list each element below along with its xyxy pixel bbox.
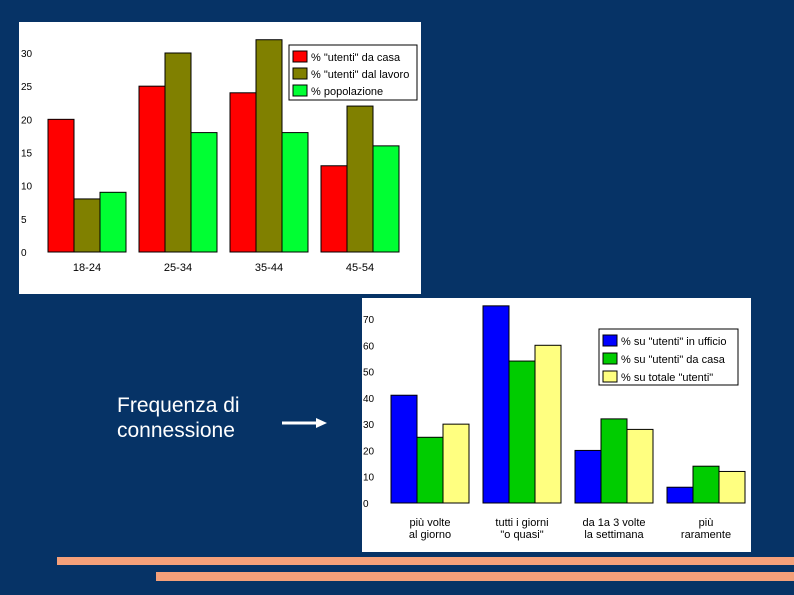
y-tick-label: 30 — [363, 420, 375, 431]
legend-box — [598, 328, 739, 386]
y-tick-label: 10 — [363, 473, 375, 484]
caption: Frequenza di connessione — [117, 393, 240, 443]
accent-line-top — [57, 557, 794, 565]
bar — [574, 449, 602, 504]
x-tick-label: "o quasi" — [500, 529, 543, 541]
y-tick-label: 5 — [21, 215, 27, 226]
arrow-right-icon — [282, 418, 327, 428]
bar — [666, 486, 694, 504]
x-tick-label: 18-24 — [73, 262, 101, 274]
bar — [346, 105, 374, 253]
y-tick-label: 0 — [21, 248, 27, 259]
bar — [320, 165, 348, 253]
y-tick-label: 20 — [363, 446, 375, 457]
y-tick-label: 70 — [363, 315, 375, 326]
bar — [692, 465, 720, 504]
bar — [255, 39, 283, 253]
bar — [442, 423, 470, 504]
bar — [390, 394, 418, 504]
y-tick-label: 0 — [363, 499, 369, 510]
y-tick-label: 25 — [21, 82, 33, 93]
accent-line-bottom — [156, 572, 794, 581]
bar — [190, 132, 218, 253]
x-tick-label: più — [699, 517, 714, 529]
bar — [416, 436, 444, 504]
bar — [718, 470, 746, 504]
y-tick-label: 40 — [363, 394, 375, 405]
legend-label: % "utenti" da casa — [311, 52, 401, 64]
y-tick-label: 60 — [363, 341, 375, 352]
x-tick-label: la settimana — [584, 529, 644, 541]
legend-label: % su "utenti" in ufficio — [621, 336, 726, 348]
y-tick-label: 20 — [21, 115, 33, 126]
chart-connection-frequency: 0 10 20 30 40 50 60 70 più volte al giorno tutti i… — [362, 298, 751, 552]
legend-box — [288, 44, 418, 101]
bar — [281, 132, 309, 253]
bar — [164, 52, 192, 253]
x-tick-label: da 1a 3 volte — [583, 517, 646, 529]
x-tick-label: più volte — [410, 517, 451, 529]
bar — [372, 145, 400, 253]
x-tick-label: 35-44 — [255, 262, 283, 274]
legend-label: % su "utenti" da casa — [621, 354, 726, 366]
bar — [47, 118, 75, 253]
bar — [600, 418, 628, 504]
bar — [482, 305, 510, 504]
bar — [508, 360, 536, 504]
x-tick-label: raramente — [681, 529, 731, 541]
bar — [138, 85, 166, 253]
bar — [534, 344, 562, 504]
legend-swatch — [602, 352, 618, 365]
bar — [99, 191, 127, 253]
legend-label: % su totale "utenti" — [621, 372, 713, 384]
x-tick-label: 45-54 — [346, 262, 374, 274]
bar — [73, 198, 101, 253]
y-tick-label: 50 — [363, 368, 375, 379]
bar — [229, 92, 257, 253]
x-tick-label: 25-34 — [164, 262, 192, 274]
legend-swatch — [292, 84, 308, 97]
legend-swatch — [602, 334, 618, 347]
legend-swatch — [292, 67, 308, 80]
bar — [626, 428, 654, 504]
legend-swatch — [292, 50, 308, 63]
x-tick-label: al giorno — [409, 529, 451, 541]
legend-swatch — [602, 370, 618, 383]
y-tick-label: 10 — [21, 182, 33, 193]
caption-line-2: connessione — [117, 419, 235, 442]
x-tick-label: tutti i giorni — [495, 517, 548, 529]
legend-label: % popolazione — [311, 86, 383, 98]
legend-label: % "utenti" dal lavoro — [311, 69, 409, 81]
caption-line-1: Frequenza di — [117, 394, 240, 417]
chart-age-groups: 0 5 10 15 20 25 30 18-24 25-34 35-44 45-54 % "utent… — [19, 22, 421, 294]
chart-age-groups-svg: 0 5 10 15 20 25 30 18-24 25-34 35-44 45-54 % "utent… — [21, 39, 418, 274]
y-tick-label: 30 — [21, 49, 33, 60]
y-tick-label: 15 — [21, 149, 33, 160]
